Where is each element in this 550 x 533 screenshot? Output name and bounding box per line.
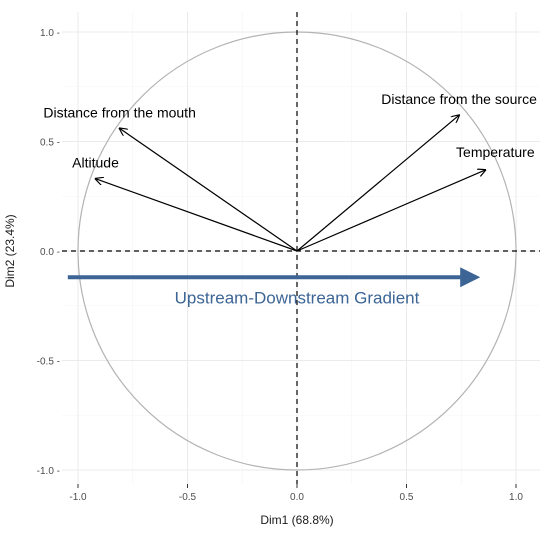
- gradient-annotation: Upstream-Downstream Gradient: [67, 267, 481, 307]
- x-tick-label: -1.0: [69, 492, 87, 503]
- y-axis-title: Dim2 (23.4%): [3, 214, 17, 287]
- y-tick-label: 1.0 -: [40, 28, 60, 39]
- y-tick-label: 0.0 -: [40, 247, 60, 258]
- vector-label: Distance from the mouth: [43, 104, 196, 120]
- y-tick-label: -1.0 -: [37, 466, 60, 477]
- vector-temperature: Temperature: [296, 144, 535, 252]
- variable-vectors: Distance from the mouth Altitude Distance …: [43, 91, 537, 252]
- x-tick-label: 0.0: [290, 492, 304, 503]
- x-tick-label: 1.0: [509, 492, 523, 503]
- y-tick-label: 0.5 -: [40, 138, 60, 149]
- x-tick-label: 0.5: [400, 492, 414, 503]
- zero-reference-lines: [62, 12, 540, 484]
- gradient-label: Upstream-Downstream Gradient: [175, 288, 420, 307]
- x-axis-title: Dim1 (68.8%): [260, 513, 333, 527]
- vector-arrow: [120, 128, 298, 252]
- x-tick-label: -0.5: [179, 492, 197, 503]
- vector-label: Distance from the source: [381, 91, 537, 107]
- vector-arrow: [296, 170, 485, 252]
- vector-arrow: [296, 115, 459, 252]
- axis-ticks: -1.0 -0.5 0.0 0.5 1.0 -1.0 - -0.5 - 0.0 - 0.5 - 1…: [37, 28, 524, 503]
- vector-arrow: [96, 179, 298, 252]
- vector-distance-from-the-source: Distance from the source: [296, 91, 537, 252]
- y-tick-label: -0.5 -: [37, 357, 60, 368]
- vector-distance-from-the-mouth: Distance from the mouth: [43, 104, 298, 252]
- vector-altitude: Altitude: [72, 155, 298, 252]
- vector-label: Altitude: [72, 155, 119, 171]
- vector-label: Temperature: [456, 144, 535, 160]
